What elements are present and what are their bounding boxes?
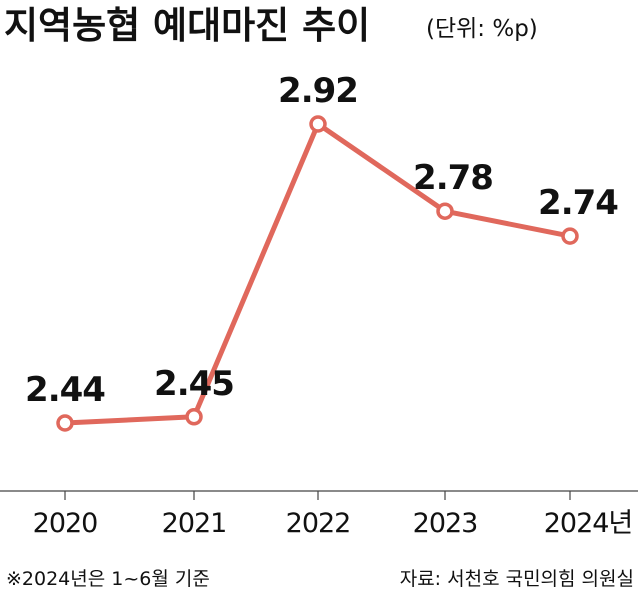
data-point — [309, 115, 327, 133]
plot-area: 2020 2021 2022 2023 2024년 2.44 2.45 2.92 2.78 2.7… — [0, 71, 638, 539]
chart-title: 지역농협 예대마진 추이 — [4, 4, 370, 47]
data-label: 2.74 — [538, 183, 618, 223]
x-tick-label: 2024년 — [544, 508, 633, 539]
data-point — [56, 414, 74, 432]
data-label: 2.45 — [154, 364, 234, 404]
x-tick-label: 2020 — [33, 508, 98, 539]
data-point — [561, 227, 579, 245]
x-tick-label: 2023 — [413, 508, 478, 539]
data-label: 2.44 — [25, 370, 105, 410]
source-note: 자료: 서천호 국민의힘 의원실 — [400, 568, 634, 590]
x-tick-label: 2022 — [286, 508, 351, 539]
series-line — [62, 121, 573, 426]
data-label: 2.78 — [413, 158, 493, 198]
data-point — [185, 408, 203, 426]
unit-label: (단위: %p) — [426, 16, 538, 42]
data-label: 2.92 — [278, 71, 358, 111]
data-point — [436, 202, 454, 220]
x-tick-label: 2021 — [162, 508, 227, 539]
footnote: ※2024년은 1~6월 기준 — [6, 568, 210, 590]
